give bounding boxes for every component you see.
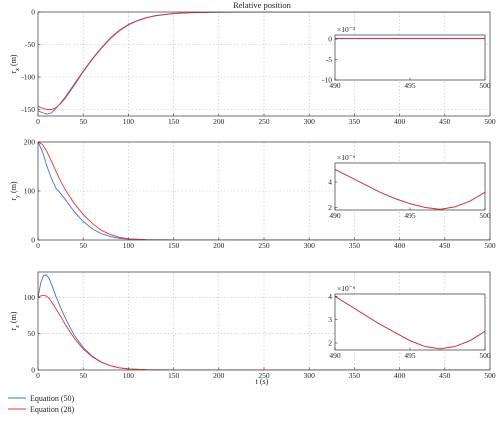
panel-z-xtick-label: 450 (439, 371, 451, 380)
panel-x-inset-xtick-label: 495 (404, 81, 416, 90)
panel-x-ylabel: rx (m) (9, 54, 21, 74)
panel-y-xtick-label: 300 (304, 241, 316, 250)
panel-x-xtick-label: 200 (213, 117, 225, 126)
figure-title: Relative position (233, 0, 292, 10)
panel-y-inset-exponent: ×10⁻⁶ (337, 153, 356, 162)
panel-z-inset-xtick-label: 495 (404, 351, 416, 360)
panel-x-xtick-label: 400 (394, 117, 406, 126)
panel-z-xtick-label: 400 (394, 371, 406, 380)
panel-y-xtick-label: 0 (36, 241, 40, 250)
panel-y-ylabel: ry (m) (9, 181, 21, 201)
panel-y-xtick-label: 400 (394, 241, 406, 250)
panel-z-xtick-label: 50 (79, 371, 87, 380)
panel-z-xtick-label: 200 (213, 371, 225, 380)
panel-x-ytick-label: -100 (21, 73, 35, 82)
panel-z-inset-background (335, 294, 485, 350)
panel-x-xtick-label: 50 (79, 117, 87, 126)
panel-z-ytick-label: 0 (31, 366, 35, 375)
panel-x-inset-group: 490 495 500 -10 -5 0 ×10⁻³ (322, 25, 491, 90)
panel-x-xtick-label: 250 (258, 117, 270, 126)
panel-z-ytick-label: 100 (24, 293, 36, 302)
panel-z-xtick-label: 100 (123, 371, 135, 380)
panel-z-xtick-label: 300 (304, 371, 316, 380)
panel-x-ytick-label: -150 (21, 105, 35, 114)
panel-z-series-equation-28-line (38, 294, 490, 370)
panel-x-inset-xtick-label: 490 (329, 81, 341, 90)
panel-y-inset-ytick-label: 4 (328, 178, 332, 187)
panel-z-xtick-label: 500 (484, 371, 496, 380)
panel-x-inset-exponent: ×10⁻³ (337, 25, 356, 34)
panel-z-inset-xtick-label: 490 (329, 351, 341, 360)
panel-y-ytick-label: 100 (24, 187, 36, 196)
legend: Equation (50) Equation (28) (8, 394, 75, 414)
panel-z-xtick-label: 350 (349, 371, 361, 380)
panel-x-inset-background (335, 35, 485, 80)
panel-y-inset-series-equation-28-line (335, 168, 485, 210)
panel-y-ytick-label: 200 (24, 138, 36, 147)
panel-y-inset-group: 490 495 500 2 4 ×10⁻⁶ (328, 153, 491, 220)
panel-y-xtick-label: 200 (213, 241, 225, 250)
panel-x-inset-ytick-label: -5 (326, 55, 332, 64)
panel-z-xtick-label: 250 (258, 371, 270, 380)
panel-z-ytick-label: 50 (28, 329, 36, 338)
legend-label-equation-28: Equation (28) (30, 405, 75, 414)
panel-x-series-equation-28-line (38, 12, 490, 110)
panel-y-xtick-label: 500 (484, 241, 496, 250)
panel-y-inset-ytick-label: 2 (328, 203, 332, 212)
panel-x-xtick-label: 500 (484, 117, 496, 126)
panel-y-xtick-label: 100 (123, 241, 135, 250)
panel-z-inset-xtick-label: 500 (479, 351, 491, 360)
panel-y-inset-xtick-label: 495 (404, 211, 416, 220)
panel-y-xtick-label: 350 (349, 241, 361, 250)
panel-x-inset-ytick-label: -10 (322, 76, 332, 85)
x-axis-label: t (s) (256, 377, 269, 386)
panel-z-inset-ytick-label: 4 (328, 292, 332, 301)
panel-x-xtick-label: 450 (439, 117, 451, 126)
panel-z-inset-group: 490 495 500 2 3 4 ×10⁻⁶ (328, 284, 491, 360)
panel-x-xtick-label: 300 (304, 117, 316, 126)
panel-x-xtick-label: 100 (123, 117, 135, 126)
panel-y-inset-xtick-label: 500 (479, 211, 491, 220)
panel-x-inset-ytick-label: 0 (328, 35, 332, 44)
panel-z-inset-ytick-label: 3 (328, 315, 332, 324)
panel-z-group: 0 50 100 150 200 250 300 350 400 450 500 0 50 100 (24, 271, 496, 380)
panel-x-xtick-label: 0 (36, 117, 40, 126)
panel-y-xtick-label: 150 (168, 241, 180, 250)
panel-y-inset-background (335, 163, 485, 210)
panel-z-xtick-label: 0 (36, 371, 40, 380)
legend-label-equation-50: Equation (50) (30, 394, 75, 403)
panel-z-ylabel: rz (m) (9, 311, 21, 330)
panel-z-inset-series-equation-28-line (335, 295, 485, 350)
panel-x-group: 0 50 100 150 200 250 300 350 400 450 500-150-100-5… (21, 8, 496, 127)
panel-x-xtick-label: 350 (349, 117, 361, 126)
panel-z-inset-exponent: ×10⁻⁶ (337, 284, 356, 293)
panel-x-inset-xtick-label: 500 (479, 81, 491, 90)
panel-z-xtick-label: 150 (168, 371, 180, 380)
panel-y-inset-xtick-label: 490 (329, 211, 341, 220)
panel-x-ytick-label: 0 (31, 8, 35, 17)
panel-z-inset-ytick-label: 2 (328, 339, 332, 348)
panel-y-xtick-label: 450 (439, 241, 451, 250)
panel-y-xtick-label: 250 (258, 241, 270, 250)
panel-y-xtick-label: 50 (79, 241, 87, 250)
panel-y-ytick-label: 0 (31, 236, 35, 245)
panel-x-ytick-label: -50 (25, 40, 35, 49)
panel-x-xtick-label: 150 (168, 117, 180, 126)
